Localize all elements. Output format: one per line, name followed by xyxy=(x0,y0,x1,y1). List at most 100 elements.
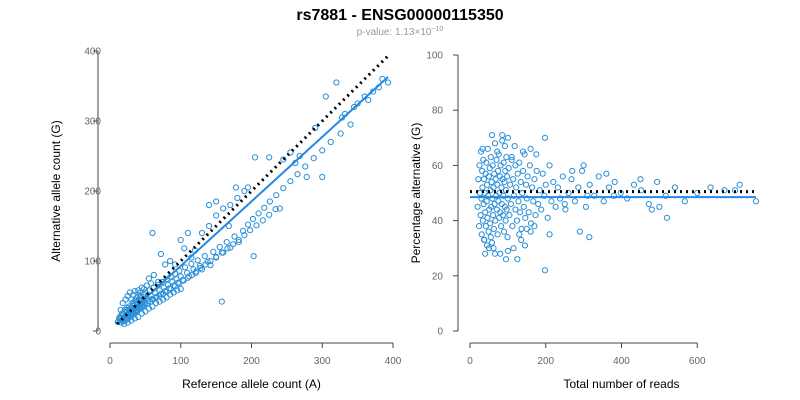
data-point xyxy=(220,205,227,212)
data-point xyxy=(538,206,545,213)
data-point xyxy=(244,184,252,191)
data-point xyxy=(721,187,728,194)
data-point xyxy=(569,167,576,175)
y-tick-label: 100 xyxy=(84,257,101,268)
data-point xyxy=(544,214,551,221)
data-point xyxy=(656,203,663,210)
data-point xyxy=(579,167,586,175)
data-point xyxy=(482,223,490,230)
data-point xyxy=(173,276,180,283)
data-point xyxy=(483,181,491,188)
data-point xyxy=(736,181,743,188)
data-point xyxy=(474,203,481,210)
data-point xyxy=(586,234,593,241)
data-point xyxy=(752,198,760,205)
data-point xyxy=(479,145,486,152)
data-point xyxy=(504,173,511,180)
data-point xyxy=(562,206,569,213)
data-point xyxy=(557,195,564,202)
data-point xyxy=(150,271,157,279)
data-point xyxy=(235,236,242,244)
data-point xyxy=(484,145,491,152)
y-axis-title: Percentage alternative (G) xyxy=(409,123,423,264)
data-point xyxy=(506,211,513,219)
data-point xyxy=(261,204,268,211)
data-point xyxy=(504,247,511,255)
data-point xyxy=(213,253,220,260)
data-point xyxy=(193,268,200,275)
y-tick-label: 60 xyxy=(432,161,444,172)
p-value-subtitle: p-value: 1.13×10−10 xyxy=(357,26,444,38)
data-point xyxy=(163,276,170,283)
data-point xyxy=(251,154,259,161)
data-point xyxy=(510,192,518,199)
data-point xyxy=(333,79,340,86)
data-point xyxy=(322,93,329,100)
data-point xyxy=(253,222,260,229)
data-point xyxy=(520,203,527,210)
data-point xyxy=(499,211,507,219)
data-point xyxy=(350,103,358,111)
data-point xyxy=(250,253,257,260)
data-point xyxy=(600,198,607,205)
p-value-text: p-value: 1.13×10 xyxy=(357,27,432,38)
data-point xyxy=(255,210,262,217)
data-point xyxy=(548,198,555,205)
data-point xyxy=(523,195,530,202)
data-point xyxy=(508,156,515,163)
data-point xyxy=(519,148,527,155)
data-points xyxy=(474,131,760,274)
data-point xyxy=(526,162,533,169)
data-point xyxy=(294,171,301,178)
data-point xyxy=(605,184,613,191)
data-point xyxy=(167,257,174,265)
data-point xyxy=(176,280,183,287)
data-point xyxy=(523,225,530,232)
data-point xyxy=(479,184,486,191)
data-point xyxy=(630,181,638,188)
data-point xyxy=(287,149,294,156)
data-point xyxy=(501,178,508,186)
data-point xyxy=(131,315,138,322)
data-point xyxy=(521,242,529,249)
data-point xyxy=(541,134,549,141)
p-value-exponent: −10 xyxy=(431,26,443,33)
data-point xyxy=(539,170,546,177)
data-point xyxy=(337,130,344,137)
data-point xyxy=(500,159,507,166)
data-point xyxy=(529,184,536,191)
y-tick-label: 0 xyxy=(95,327,101,338)
data-point xyxy=(480,176,488,183)
data-point xyxy=(232,184,240,191)
data-point xyxy=(478,231,485,238)
data-point xyxy=(500,228,508,235)
data-point xyxy=(663,214,671,221)
data-point xyxy=(527,220,535,227)
reference-dotted-line xyxy=(116,54,390,326)
data-point xyxy=(224,245,231,252)
data-point xyxy=(249,215,257,223)
x-tick-label: 400 xyxy=(385,356,402,367)
data-point xyxy=(494,181,501,188)
data-point xyxy=(312,124,319,132)
data-point xyxy=(654,178,661,186)
data-point xyxy=(671,184,679,191)
data-point xyxy=(502,187,510,194)
data-point xyxy=(485,192,492,199)
y-tick-label: 20 xyxy=(432,271,444,282)
data-point xyxy=(485,245,493,252)
y-tick-label: 400 xyxy=(84,47,101,58)
data-point xyxy=(514,256,521,263)
data-point xyxy=(519,167,527,175)
data-point xyxy=(502,167,509,175)
data-point xyxy=(205,222,213,230)
data-point xyxy=(118,310,126,317)
data-point xyxy=(517,178,524,186)
data-point xyxy=(500,192,507,199)
data-point xyxy=(198,266,206,273)
data-point xyxy=(167,285,174,293)
data-point xyxy=(234,194,241,202)
data-point xyxy=(491,250,499,257)
data-point xyxy=(319,147,326,154)
